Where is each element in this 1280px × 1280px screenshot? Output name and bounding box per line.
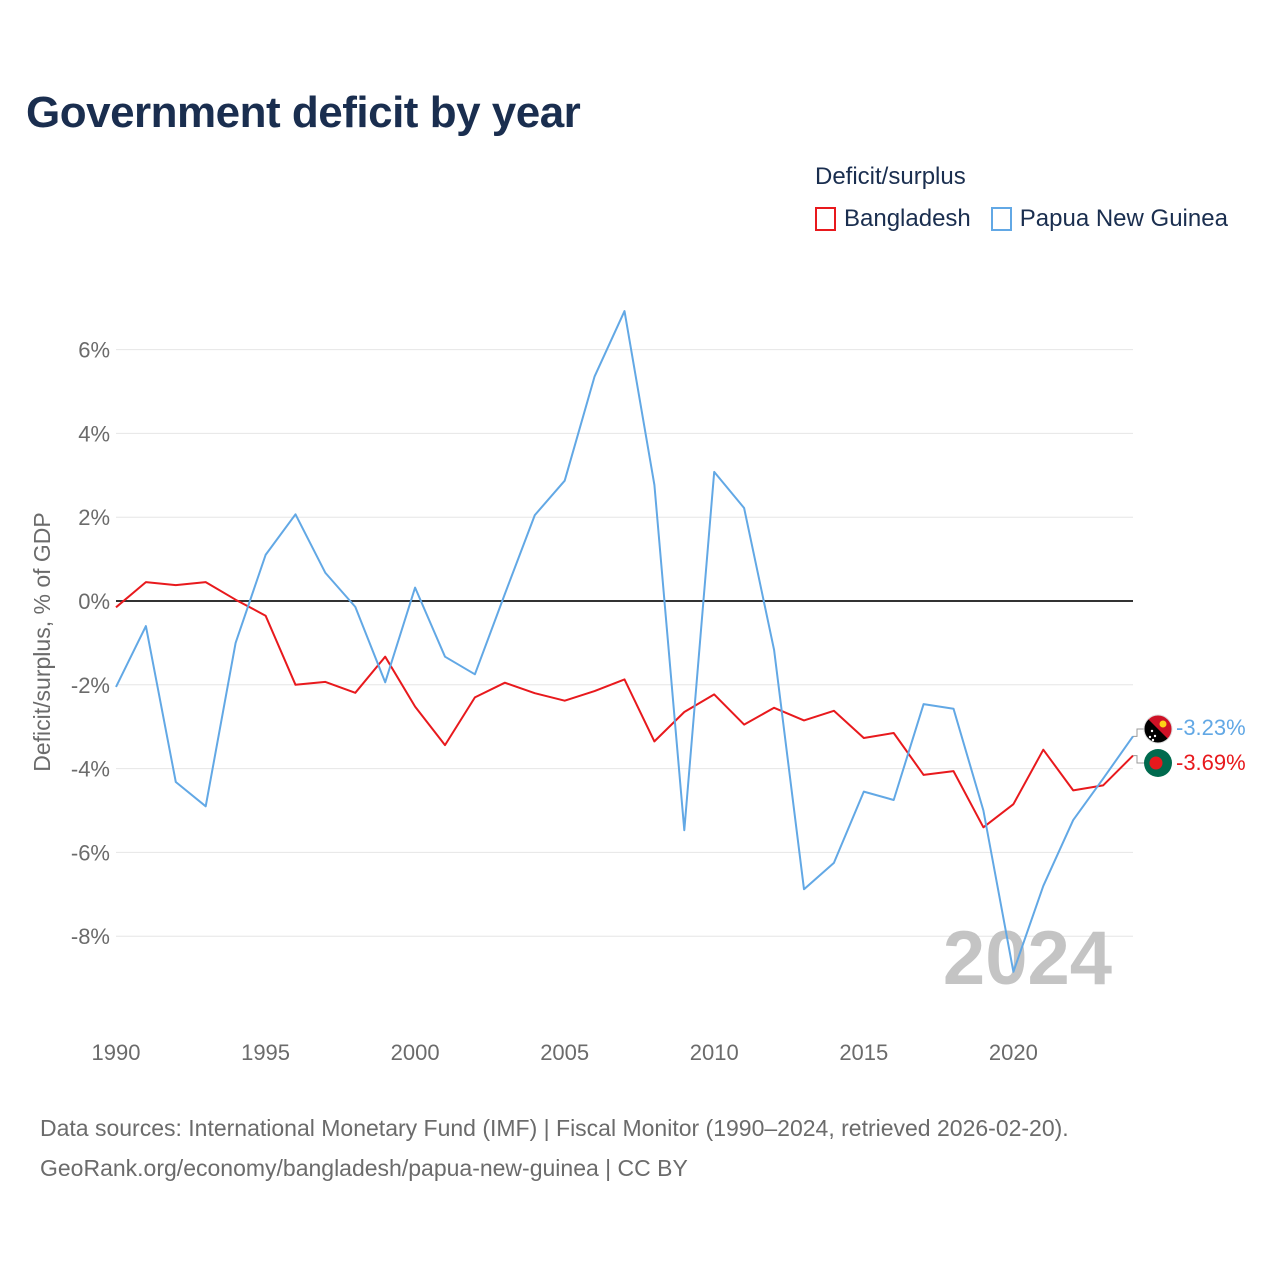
y-tick-label-1: 4% (78, 421, 110, 446)
end-value-label-bangladesh: -3.69% (1176, 750, 1246, 775)
legend-item-bangladesh[interactable]: Bangladesh (815, 205, 971, 233)
source-line-1: Data sources: International Monetary Fun… (40, 1115, 1069, 1141)
y-tick-label-7: -8% (71, 924, 110, 949)
png-flag-bird (1159, 720, 1167, 728)
series-line-papua-new-guinea (115, 310, 1134, 973)
bangladesh-flag-disc (1149, 756, 1163, 770)
x-tick-label-6: 2020 (989, 1040, 1038, 1065)
png-flag-star-0 (1150, 729, 1154, 733)
x-tick-label-4: 2010 (690, 1040, 739, 1065)
end-value-label-papua-new-guinea: -3.23% (1176, 715, 1246, 740)
x-tick-label-5: 2015 (839, 1040, 888, 1065)
png-flag-ring (1143, 714, 1173, 744)
png-flag-star-2 (1148, 735, 1152, 739)
y-tick-label-4: -2% (71, 673, 110, 698)
y-tick-label-5: -4% (71, 757, 110, 782)
end-connector-bangladesh (1133, 755, 1144, 764)
legend-item-papua-new-guinea[interactable]: Papua New Guinea (990, 205, 1228, 233)
legend-title: Deficit/surplus (815, 163, 966, 190)
y-axis-title: Deficit/surplus, % of GDP (29, 512, 55, 771)
legend-swatch-papua-new-guinea (990, 207, 1012, 231)
legend-label-bangladesh: Bangladesh (844, 205, 971, 232)
y-tick-label-3: 0% (78, 589, 110, 614)
source-line-2[interactable]: GeoRank.org/economy/bangladesh/papua-new… (40, 1155, 688, 1181)
y-tick-label-6: -6% (71, 840, 110, 865)
series-bangladesh (115, 581, 1134, 829)
legend: Bangladesh Papua New Guinea (815, 205, 1248, 233)
series-papua-new-guinea (115, 310, 1134, 973)
chart-title: Government deficit by year (26, 88, 581, 137)
x-tick-label-0: 1990 (92, 1040, 141, 1065)
x-tick-label-1: 1995 (241, 1040, 290, 1065)
png-flag-star-3 (1151, 738, 1155, 742)
series-line-bangladesh (115, 581, 1134, 829)
png-flag-star-1 (1153, 734, 1157, 738)
y-tick-label-2: 2% (78, 505, 110, 530)
papua-new-guinea-flag-icon (1144, 715, 1172, 743)
x-tick-label-2: 2000 (391, 1040, 440, 1065)
y-tick-label-0: 6% (78, 338, 110, 363)
source-note: Data sources: International Monetary Fun… (40, 1108, 1069, 1188)
legend-label-papua-new-guinea: Papua New Guinea (1019, 205, 1228, 232)
end-connector-papua-new-guinea (1133, 728, 1144, 737)
legend-swatch-bangladesh (815, 207, 836, 231)
x-tick-label-3: 2005 (540, 1040, 589, 1065)
